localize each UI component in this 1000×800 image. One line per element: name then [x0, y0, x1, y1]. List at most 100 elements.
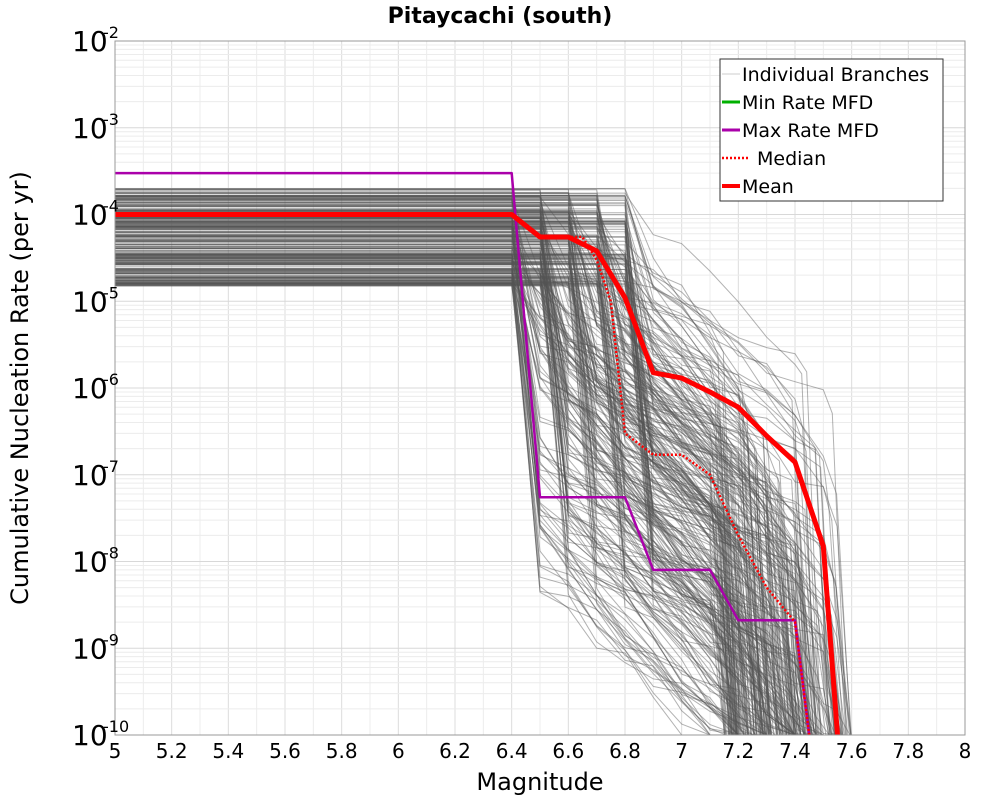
- branch-line: [115, 196, 832, 736]
- branch-line: [115, 281, 739, 736]
- branch-line: [115, 246, 760, 736]
- y-tick-exponent: -10: [103, 717, 129, 736]
- branch-line: [115, 262, 749, 736]
- branch-line: [115, 204, 735, 736]
- x-tick-label: 6.6: [552, 739, 584, 763]
- branch-line: [115, 235, 795, 736]
- branch-line: [115, 253, 772, 736]
- branch-line: [115, 280, 770, 736]
- branch-line: [115, 277, 770, 736]
- branch-line: [115, 254, 730, 736]
- branch-line: [115, 259, 784, 736]
- branch-line: [115, 248, 787, 736]
- branch-line: [115, 240, 745, 736]
- branch-line: [115, 244, 738, 736]
- branch-line: [115, 244, 735, 736]
- branch-line: [115, 253, 733, 736]
- branch-line: [115, 228, 771, 736]
- legend-box: [719, 58, 944, 202]
- branch-line: [115, 235, 756, 736]
- y-tick-exponent: -5: [103, 283, 119, 302]
- branch-line: [115, 283, 774, 736]
- branch-line: [115, 221, 836, 736]
- branch-line: [115, 248, 811, 736]
- branch-line: [115, 236, 812, 736]
- legend-label: Min Rate MFD: [742, 92, 873, 114]
- branch-line: [115, 241, 763, 736]
- branch-line: [115, 236, 761, 736]
- branch-line: [115, 285, 798, 736]
- branch-line: [115, 282, 783, 736]
- y-tick-exponent: -9: [103, 630, 119, 649]
- x-axis-label: Magnitude: [476, 768, 603, 796]
- chart-title: Pitaycachi (south): [388, 4, 613, 29]
- branch-line: [115, 282, 807, 736]
- branch-line: [115, 261, 806, 736]
- y-tick-base: 10: [72, 285, 108, 318]
- branch-line: [115, 284, 786, 736]
- branch-line: [115, 246, 844, 736]
- branch-line: [115, 195, 833, 736]
- x-tick-label: 7.4: [779, 739, 811, 763]
- x-tick-labels: 5 5.2 5.4 5.6 5.8 6 6.2 6.4 6.6 6.8 7 7.2 7.4 7.6 7.8 8: [109, 739, 972, 763]
- branch-line: [115, 244, 755, 736]
- branch-line: [115, 217, 763, 736]
- branch-line: [115, 228, 757, 736]
- branch-line: [115, 239, 805, 736]
- branch-line: [115, 234, 802, 736]
- branch-line: [115, 210, 851, 736]
- branch-line: [115, 192, 821, 736]
- branch-line: [115, 265, 740, 736]
- branch-line: [115, 192, 772, 736]
- x-tick-label: 5.8: [326, 739, 358, 763]
- branch-line: [115, 199, 792, 736]
- branch-line: [115, 201, 767, 736]
- y-tick-exponent: -8: [103, 544, 119, 563]
- y-tick-labels: 10-210-310-410-510-610-710-810-910-10: [72, 23, 129, 752]
- branch-line: [115, 268, 844, 736]
- branch-line: [115, 211, 805, 736]
- branch-line: [115, 275, 788, 736]
- branch-line: [115, 264, 755, 736]
- y-tick-label: 10-9: [72, 630, 119, 665]
- branch-line: [115, 231, 735, 736]
- x-tick-label: 5.6: [269, 739, 301, 763]
- branch-line: [115, 240, 852, 736]
- branch-line: [115, 194, 757, 736]
- branch-line: [115, 227, 851, 736]
- branch-line: [115, 201, 755, 736]
- branch-line: [115, 263, 820, 736]
- branch-line: [115, 257, 815, 736]
- branch-line: [115, 212, 818, 736]
- branch-line: [115, 282, 802, 736]
- branch-line: [115, 227, 732, 736]
- y-tick-label: 10-4: [72, 197, 119, 232]
- branch-line: [115, 202, 790, 736]
- branch-line: [115, 214, 738, 736]
- x-tick-label: 6.4: [496, 739, 528, 763]
- branch-line: [115, 189, 850, 736]
- branch-line: [115, 208, 796, 736]
- branch-line: [115, 276, 740, 736]
- branch-line: [115, 198, 806, 736]
- branch-line: [115, 214, 834, 736]
- branch-line: [115, 200, 847, 736]
- branch-line: [115, 221, 783, 736]
- branch-line: [115, 222, 782, 736]
- branch-line: [115, 272, 802, 736]
- branch-line: [115, 268, 749, 736]
- branch-line: [115, 188, 748, 736]
- branch-line: [115, 255, 758, 736]
- y-tick-base: 10: [72, 372, 108, 405]
- branch-line: [115, 282, 836, 736]
- branch-line: [115, 226, 770, 736]
- x-tick-label: 7.6: [836, 739, 868, 763]
- branch-line: [115, 257, 797, 736]
- branch-line: [115, 262, 730, 736]
- branch-line: [115, 263, 747, 736]
- branch-line: [115, 239, 788, 736]
- x-tick-label: 7.2: [722, 739, 754, 763]
- branch-line: [115, 252, 762, 736]
- branch-line: [115, 227, 776, 736]
